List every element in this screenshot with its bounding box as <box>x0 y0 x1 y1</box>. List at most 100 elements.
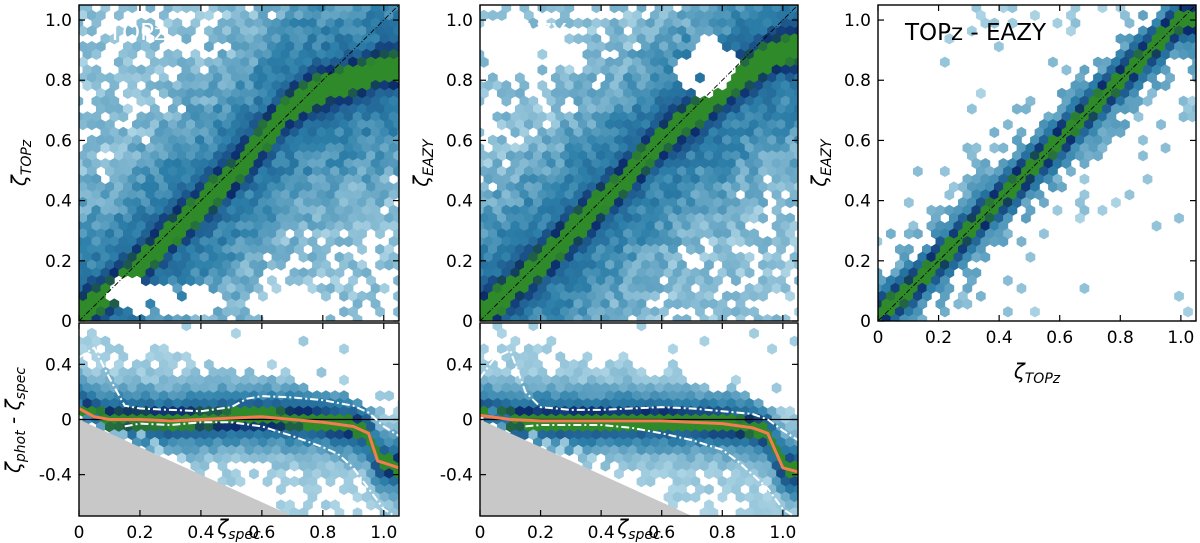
density-bin <box>159 134 169 146</box>
density-bin <box>767 275 777 287</box>
density-bin <box>627 444 638 456</box>
density-bin <box>605 359 615 371</box>
density-bin <box>722 87 732 99</box>
density-bin <box>480 374 489 386</box>
density-bin <box>591 282 602 294</box>
x-tick-label: 0.4 <box>986 328 1013 348</box>
density-bin <box>510 398 521 410</box>
density-bin <box>704 119 714 131</box>
density-bin <box>334 126 345 138</box>
density-bin <box>195 228 205 240</box>
density-bin <box>393 87 399 99</box>
density-bin <box>339 306 349 318</box>
density-bin <box>668 9 678 21</box>
density-bin <box>560 212 570 224</box>
density-bin <box>226 366 237 378</box>
density-bin <box>762 460 773 472</box>
density-bin <box>708 314 719 321</box>
density-bin <box>145 17 156 29</box>
density-bin <box>96 390 106 402</box>
density-bin <box>316 173 327 185</box>
y-tick-label: -0.4 <box>39 466 72 486</box>
density-bin <box>650 437 660 449</box>
density-bin <box>677 87 687 99</box>
density-bin <box>881 298 892 310</box>
density-bin <box>163 220 174 232</box>
density-bin <box>740 181 750 193</box>
density-bin <box>681 204 692 216</box>
density-bin <box>339 87 349 99</box>
density-bin <box>267 452 277 464</box>
density-bin <box>776 87 786 99</box>
density-bin <box>82 48 93 60</box>
density-bin <box>940 56 950 68</box>
density-bin <box>150 134 160 146</box>
density-bin <box>276 134 286 146</box>
density-bin <box>379 429 390 441</box>
density-bin <box>172 429 183 441</box>
density-bin <box>533 134 543 146</box>
density-bin <box>515 212 525 224</box>
density-bin <box>330 72 340 84</box>
density-bin <box>325 33 336 45</box>
density-bin <box>1003 275 1013 287</box>
density-bin <box>190 267 201 279</box>
density-bin <box>181 173 192 185</box>
density-bin <box>141 181 151 193</box>
density-bin <box>753 507 764 516</box>
density-bin <box>343 189 354 201</box>
density-bin <box>767 103 777 115</box>
density-bin <box>154 158 165 170</box>
density-bin <box>136 366 147 378</box>
density-bin <box>771 33 782 45</box>
density-bin <box>614 437 624 449</box>
density-bin <box>569 405 579 417</box>
density-bin <box>686 275 696 287</box>
density-bin <box>172 351 183 363</box>
density-bin <box>690 220 701 232</box>
density-bin <box>913 228 923 240</box>
density-bin <box>686 9 696 21</box>
density-bin <box>1079 64 1090 76</box>
density-bin <box>704 275 714 287</box>
density-bin <box>379 95 390 107</box>
density-bin <box>776 181 786 193</box>
density-bin <box>677 25 687 37</box>
density-bin <box>267 56 277 68</box>
density-bin <box>524 275 534 287</box>
density-bin <box>600 429 611 441</box>
density-bin <box>564 366 575 378</box>
density-bin <box>168 259 178 271</box>
density-bin <box>944 189 955 201</box>
density-bin <box>609 236 620 248</box>
density-bin <box>926 251 937 263</box>
density-bin <box>262 429 273 441</box>
density-bin <box>190 142 201 154</box>
density-bin <box>1016 282 1027 294</box>
density-bin <box>618 366 629 378</box>
density-bin <box>708 460 719 472</box>
density-bin <box>632 390 642 402</box>
density-bin <box>262 111 273 123</box>
density-bin <box>699 507 710 516</box>
density-bin <box>91 95 102 107</box>
density-bin <box>740 452 750 464</box>
density-bin <box>762 80 773 92</box>
density-bin <box>722 306 732 318</box>
density-bin <box>717 398 728 410</box>
density-bin <box>690 126 701 138</box>
density-bin <box>573 366 584 378</box>
density-bin <box>1147 25 1157 37</box>
density-bin <box>91 64 102 76</box>
density-bin <box>627 267 638 279</box>
density-bin <box>749 87 759 99</box>
density-bin <box>623 228 633 240</box>
density-bin <box>758 243 768 255</box>
density-bin <box>596 421 606 433</box>
density-bin <box>492 111 503 123</box>
density-bin <box>681 382 692 394</box>
density-bin <box>537 189 548 201</box>
density-bin <box>587 103 597 115</box>
density-bin <box>971 189 982 201</box>
density-bin <box>79 181 88 193</box>
